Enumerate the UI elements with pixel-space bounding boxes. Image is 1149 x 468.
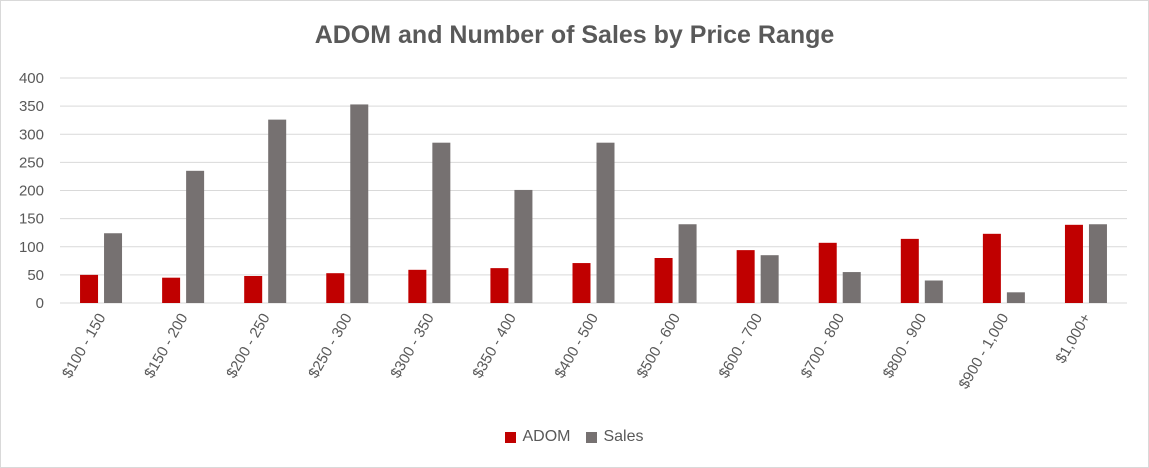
bar-sales bbox=[104, 233, 123, 303]
x-tick-label: $200 - 250 bbox=[223, 311, 274, 382]
y-tick-label: 350 bbox=[19, 98, 44, 115]
bar-adom bbox=[982, 233, 1001, 303]
x-tick-label: $800 - 900 bbox=[880, 311, 931, 382]
bar-sales bbox=[432, 142, 451, 303]
x-tick-label: $250 - 300 bbox=[305, 311, 356, 382]
x-tick-label: $700 - 800 bbox=[798, 311, 849, 382]
bar-adom bbox=[408, 269, 427, 303]
y-tick-label: 150 bbox=[19, 211, 44, 228]
bar-adom bbox=[1064, 224, 1083, 303]
bar-sales bbox=[268, 119, 287, 303]
x-tick-label: $900 - 1,000 bbox=[956, 311, 1013, 392]
y-tick-label: 0 bbox=[36, 295, 44, 312]
x-tick-label: $500 - 600 bbox=[633, 311, 684, 382]
bar-adom bbox=[244, 276, 263, 303]
bar-sales bbox=[760, 255, 779, 303]
chart-title: ADOM and Number of Sales by Price Range bbox=[314, 21, 835, 49]
bar-adom bbox=[900, 238, 919, 303]
y-tick-label: 250 bbox=[19, 154, 44, 171]
y-tick-label: 300 bbox=[19, 126, 44, 143]
x-tick-label: $300 - 350 bbox=[387, 311, 438, 382]
x-tick-label: $100 - 150 bbox=[59, 311, 110, 382]
legend-label-sales: Sales bbox=[603, 428, 644, 445]
bar-adom bbox=[162, 277, 181, 303]
bar-adom bbox=[818, 242, 837, 303]
bar-sales bbox=[514, 189, 533, 303]
legend: ADOM Sales bbox=[1, 428, 1148, 446]
bar-adom bbox=[326, 273, 345, 303]
bar-sales bbox=[1088, 224, 1107, 303]
bar-sales bbox=[924, 280, 943, 303]
legend-item-adom: ADOM bbox=[505, 428, 570, 446]
y-tick-label: 50 bbox=[27, 267, 44, 284]
bar-adom bbox=[736, 250, 755, 303]
x-tick-label: $150 - 200 bbox=[141, 311, 192, 382]
legend-swatch-sales bbox=[586, 431, 598, 443]
bar-sales bbox=[678, 224, 697, 303]
bar-sales bbox=[596, 142, 615, 303]
legend-label-adom: ADOM bbox=[522, 428, 571, 445]
x-tick-label: $350 - 400 bbox=[469, 311, 520, 382]
bar-adom bbox=[490, 268, 509, 303]
x-tick-label: $400 - 500 bbox=[551, 311, 602, 382]
bar-sales bbox=[186, 170, 205, 303]
legend-swatch-adom bbox=[505, 431, 517, 443]
bar-adom bbox=[572, 263, 591, 303]
y-tick-label: 200 bbox=[19, 183, 44, 200]
bar-adom bbox=[80, 274, 99, 303]
bar-sales bbox=[842, 272, 861, 303]
y-tick-label: 400 bbox=[19, 70, 44, 87]
x-tick-label: $1,000+ bbox=[1052, 310, 1094, 366]
legend-item-sales: Sales bbox=[586, 428, 644, 446]
bar-adom bbox=[654, 258, 673, 303]
bar-sales bbox=[350, 104, 369, 303]
x-tick-label: $600 - 700 bbox=[716, 311, 767, 382]
y-tick-label: 100 bbox=[19, 239, 44, 256]
bar-sales bbox=[1006, 292, 1025, 303]
